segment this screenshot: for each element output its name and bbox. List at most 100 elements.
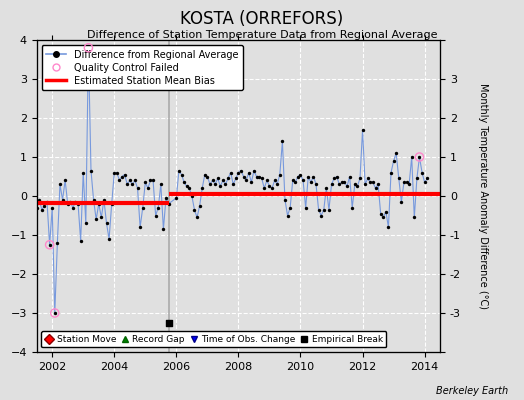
- Point: [304, 173, 312, 180]
- Point: [123, 181, 132, 188]
- Point: [58, 197, 67, 203]
- Point: [247, 179, 256, 186]
- Point: [408, 154, 416, 160]
- Point: [242, 177, 250, 184]
- Point: [25, 189, 33, 195]
- Point: [209, 177, 217, 184]
- Text: KOSTA (ORREFORS): KOSTA (ORREFORS): [180, 10, 344, 28]
- Point: [325, 206, 333, 213]
- Point: [340, 179, 348, 186]
- Point: [177, 171, 185, 178]
- Point: [48, 204, 57, 211]
- Point: [330, 175, 339, 182]
- Point: [213, 175, 222, 182]
- Point: [87, 168, 95, 174]
- Point: [268, 185, 276, 191]
- Point: [328, 181, 336, 188]
- Point: [392, 150, 400, 156]
- Point: [322, 185, 331, 191]
- Point: [165, 201, 173, 207]
- Point: [188, 193, 196, 199]
- Point: [138, 204, 147, 211]
- Point: [351, 181, 359, 188]
- Point: [314, 206, 323, 213]
- Point: [27, 197, 36, 203]
- Point: [19, 199, 28, 205]
- Point: [343, 183, 351, 190]
- Point: [239, 173, 248, 180]
- Point: [203, 173, 212, 180]
- Point: [345, 173, 354, 180]
- Point: [63, 201, 72, 207]
- Point: [102, 220, 111, 226]
- Point: [366, 179, 375, 186]
- Point: [206, 181, 214, 188]
- Point: [165, 320, 173, 326]
- Point: [270, 177, 279, 184]
- Point: [299, 177, 307, 184]
- Text: Berkeley Earth: Berkeley Earth: [436, 386, 508, 396]
- Point: [301, 204, 310, 211]
- Point: [379, 214, 387, 221]
- Point: [335, 181, 344, 188]
- Point: [224, 175, 232, 182]
- Point: [257, 175, 266, 182]
- Point: [356, 175, 364, 182]
- Text: Difference of Station Temperature Data from Regional Average: Difference of Station Temperature Data f…: [87, 30, 437, 40]
- Point: [71, 199, 80, 205]
- Point: [263, 177, 271, 184]
- Point: [234, 170, 243, 176]
- Point: [53, 240, 62, 246]
- Point: [136, 224, 144, 230]
- Point: [413, 175, 421, 182]
- Point: [162, 195, 170, 201]
- Point: [291, 179, 300, 186]
- Point: [149, 177, 157, 184]
- Point: [113, 170, 121, 176]
- Legend: Station Move, Record Gap, Time of Obs. Change, Empirical Break: Station Move, Record Gap, Time of Obs. C…: [41, 331, 386, 348]
- Point: [317, 212, 325, 219]
- Point: [281, 197, 289, 203]
- Point: [418, 170, 426, 176]
- Point: [107, 201, 116, 207]
- Point: [159, 226, 168, 232]
- Point: [289, 177, 297, 184]
- Point: [154, 204, 162, 211]
- Point: [381, 208, 390, 215]
- Point: [278, 138, 287, 144]
- Point: [61, 177, 69, 184]
- Point: [410, 214, 419, 221]
- Point: [157, 181, 165, 188]
- Point: [66, 199, 74, 205]
- Y-axis label: Monthly Temperature Anomaly Difference (°C): Monthly Temperature Anomaly Difference (…: [478, 83, 488, 309]
- Point: [77, 238, 85, 244]
- Point: [195, 202, 204, 209]
- Point: [226, 170, 235, 176]
- Point: [397, 199, 406, 205]
- Point: [260, 185, 268, 191]
- Point: [151, 212, 160, 219]
- Point: [384, 224, 392, 230]
- Point: [294, 173, 302, 180]
- Point: [309, 173, 318, 180]
- Point: [69, 204, 77, 211]
- Point: [174, 168, 183, 174]
- Point: [198, 185, 206, 191]
- Point: [211, 181, 220, 188]
- Point: [56, 181, 64, 188]
- Point: [333, 173, 341, 180]
- Point: [92, 216, 101, 222]
- Point: [193, 214, 201, 221]
- Point: [237, 168, 245, 174]
- Point: [361, 181, 369, 188]
- Point: [94, 201, 103, 207]
- Point: [395, 175, 403, 182]
- Point: [46, 242, 54, 248]
- Point: [337, 179, 346, 186]
- Point: [115, 177, 124, 184]
- Point: [372, 185, 380, 191]
- Point: [296, 171, 304, 178]
- Point: [358, 126, 367, 133]
- Point: [51, 310, 59, 316]
- Point: [320, 206, 328, 213]
